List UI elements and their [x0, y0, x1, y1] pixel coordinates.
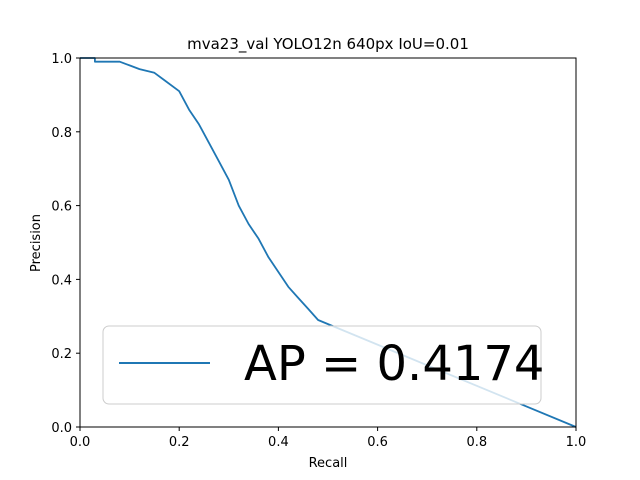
- series-line-0: [80, 57, 577, 428]
- legend: AP = 0.4174: [102, 325, 544, 405]
- plot-area: [79, 57, 577, 428]
- y-axis-label: Precision: [29, 214, 44, 272]
- x-tick-label: 0.6: [367, 435, 388, 450]
- x-axis-label: Recall: [309, 456, 348, 471]
- y-tick-label: 0.6: [51, 200, 72, 215]
- legend-box: [102, 325, 542, 405]
- y-tick-label: 0.0: [51, 421, 72, 436]
- x-tick-label: 0.2: [169, 435, 190, 450]
- legend-label: AP = 0.4174: [244, 336, 544, 392]
- x-tick-label: 0.8: [466, 435, 487, 450]
- x-tick-label: 1.0: [566, 435, 587, 450]
- y-tick-label: 0.2: [51, 347, 72, 362]
- axes-frame: [79, 57, 577, 428]
- chart-title: mva23_val YOLO12n 640px IoU=0.01: [187, 35, 469, 54]
- y-tick-label: 0.4: [51, 273, 72, 288]
- x-tick-label: 0.4: [268, 435, 289, 450]
- x-tick-label: 0.0: [70, 435, 91, 450]
- y-tick-label: 1.0: [51, 52, 72, 67]
- y-tick-label: 0.8: [51, 126, 72, 141]
- axis-ticks: 0.0 0.2 0.4 0.6 0.8 1.0 0.0 0.2 0.4 0.6 0.8 1.0: [51, 52, 586, 450]
